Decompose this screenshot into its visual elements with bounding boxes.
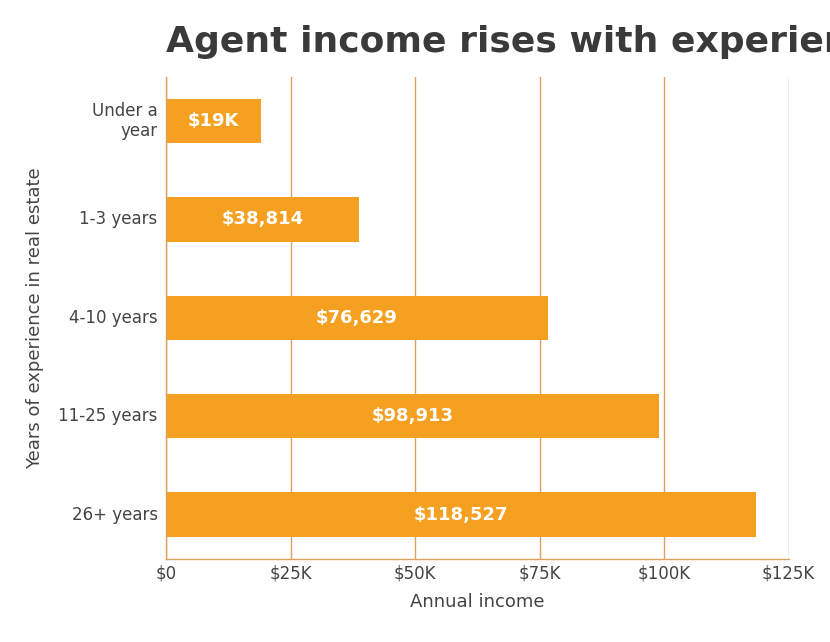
- Text: $76,629: $76,629: [316, 309, 398, 327]
- Text: $19K: $19K: [188, 112, 239, 130]
- Bar: [166, 394, 658, 438]
- Bar: [166, 99, 261, 143]
- Y-axis label: Years of experience in real estate: Years of experience in real estate: [27, 167, 44, 469]
- Text: $118,527: $118,527: [414, 505, 509, 523]
- Bar: [166, 296, 548, 340]
- Bar: [166, 492, 756, 537]
- Bar: [166, 197, 359, 241]
- Text: $38,814: $38,814: [222, 211, 304, 229]
- Text: $98,913: $98,913: [371, 407, 453, 425]
- Text: Agent income rises with experience: Agent income rises with experience: [166, 25, 830, 59]
- X-axis label: Annual income: Annual income: [410, 593, 544, 611]
